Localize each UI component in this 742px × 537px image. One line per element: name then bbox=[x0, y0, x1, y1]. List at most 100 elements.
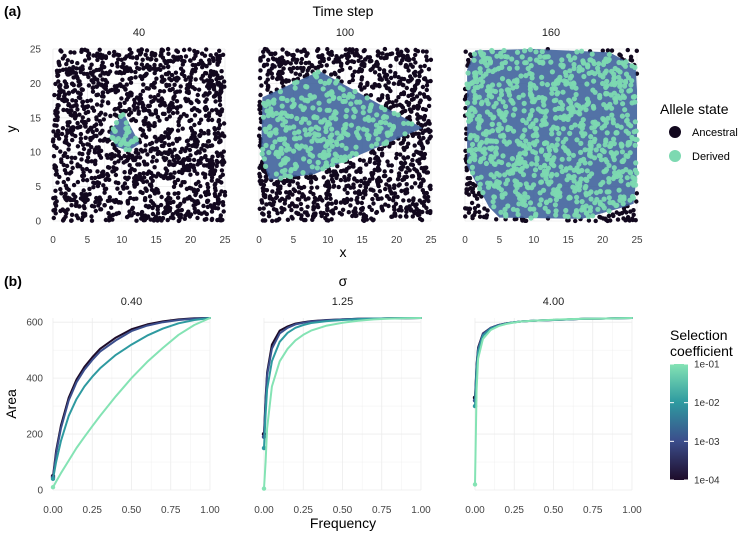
data-point-ancestral bbox=[421, 92, 427, 97]
data-point-ancestral bbox=[388, 63, 393, 69]
data-point-ancestral bbox=[127, 107, 132, 112]
data-point-derived bbox=[618, 178, 624, 184]
data-point-ancestral bbox=[466, 58, 471, 63]
data-point-ancestral bbox=[121, 108, 127, 114]
data-point-ancestral bbox=[64, 98, 70, 103]
data-point-ancestral bbox=[212, 93, 218, 98]
data-point-ancestral bbox=[139, 47, 144, 52]
data-point-derived bbox=[354, 99, 360, 105]
data-point-ancestral bbox=[469, 200, 475, 206]
data-point-ancestral bbox=[215, 178, 220, 183]
data-point-ancestral bbox=[184, 89, 190, 95]
data-point-derived bbox=[533, 126, 540, 132]
data-point-ancestral bbox=[97, 47, 102, 52]
series-start-point bbox=[472, 482, 478, 487]
data-point-ancestral bbox=[419, 141, 424, 146]
data-point-ancestral bbox=[214, 150, 220, 155]
data-point-derived bbox=[314, 165, 320, 171]
data-point-derived bbox=[409, 121, 415, 127]
data-point-ancestral bbox=[397, 102, 403, 108]
data-point-ancestral bbox=[92, 150, 98, 155]
data-point-ancestral bbox=[389, 191, 394, 196]
data-point-derived bbox=[324, 163, 330, 169]
data-point-ancestral bbox=[219, 109, 224, 114]
data-point-ancestral bbox=[94, 84, 100, 89]
data-point-derived bbox=[623, 59, 629, 65]
data-point-ancestral bbox=[415, 212, 421, 218]
data-point-derived bbox=[496, 121, 502, 127]
data-point-ancestral bbox=[287, 66, 293, 72]
data-point-ancestral bbox=[389, 169, 394, 174]
data-point-derived bbox=[545, 209, 551, 215]
data-point-ancestral bbox=[65, 177, 71, 182]
data-point-ancestral bbox=[178, 84, 183, 89]
data-point-derived bbox=[512, 189, 519, 195]
data-point-derived bbox=[559, 57, 565, 63]
y-tick-label: 600 bbox=[26, 318, 43, 329]
data-point-derived bbox=[294, 115, 300, 122]
data-point-derived bbox=[573, 91, 579, 98]
data-point-ancestral bbox=[143, 196, 148, 201]
data-point-derived bbox=[614, 202, 620, 208]
data-point-derived bbox=[601, 205, 607, 211]
data-point-derived bbox=[487, 145, 493, 151]
data-point-derived bbox=[583, 176, 589, 182]
data-point-ancestral bbox=[128, 80, 134, 85]
x-tick-label: 0.75 bbox=[161, 505, 181, 516]
data-point-ancestral bbox=[165, 208, 171, 214]
data-point-derived bbox=[519, 54, 525, 60]
data-point-ancestral bbox=[84, 178, 90, 183]
data-point-derived bbox=[514, 166, 520, 172]
line-panel-group: 0.400.00 0.25 0.50 0.75 1.0002004006001.250.… bbox=[3, 296, 642, 531]
data-point-derived bbox=[610, 154, 616, 160]
data-point-ancestral bbox=[407, 168, 412, 173]
data-point-derived bbox=[577, 111, 583, 117]
data-point-ancestral bbox=[105, 155, 110, 160]
data-point-derived bbox=[323, 128, 329, 135]
panel-a-strip-title: Time step bbox=[313, 3, 374, 19]
data-point-ancestral bbox=[95, 57, 100, 63]
data-point-ancestral bbox=[108, 152, 113, 157]
data-point-ancestral bbox=[324, 180, 329, 185]
data-point-ancestral bbox=[311, 214, 316, 220]
data-point-derived bbox=[345, 132, 351, 138]
data-point-derived bbox=[594, 190, 600, 196]
data-point-derived bbox=[544, 199, 550, 205]
data-point-ancestral bbox=[398, 166, 403, 171]
data-point-ancestral bbox=[394, 57, 399, 62]
data-point-derived bbox=[629, 100, 635, 106]
data-point-derived bbox=[266, 149, 272, 156]
data-point-ancestral bbox=[261, 54, 266, 59]
data-point-derived bbox=[618, 88, 625, 94]
data-point-ancestral bbox=[154, 76, 159, 81]
selection-legend-title: Selection coefficient bbox=[670, 327, 733, 359]
data-point-ancestral bbox=[62, 53, 67, 59]
data-point-ancestral bbox=[392, 207, 397, 212]
data-point-ancestral bbox=[404, 170, 409, 175]
data-point-ancestral bbox=[215, 62, 220, 67]
data-point-ancestral bbox=[163, 71, 169, 77]
data-point-derived bbox=[533, 161, 540, 167]
data-point-ancestral bbox=[392, 191, 398, 196]
data-point-ancestral bbox=[147, 103, 152, 109]
data-point-ancestral bbox=[309, 175, 314, 180]
data-point-derived bbox=[618, 141, 624, 147]
data-point-ancestral bbox=[59, 131, 65, 137]
data-point-derived bbox=[261, 156, 267, 162]
data-point-ancestral bbox=[179, 71, 185, 77]
data-point-ancestral bbox=[204, 211, 209, 217]
data-point-ancestral bbox=[151, 81, 157, 86]
data-point-derived bbox=[630, 193, 636, 200]
data-point-ancestral bbox=[394, 151, 399, 157]
data-point-derived bbox=[529, 99, 536, 105]
data-point-ancestral bbox=[70, 98, 75, 103]
data-point-ancestral bbox=[80, 151, 85, 157]
data-point-ancestral bbox=[416, 176, 422, 181]
data-point-ancestral bbox=[416, 134, 422, 140]
data-point-ancestral bbox=[174, 106, 180, 111]
data-point-derived bbox=[478, 59, 484, 65]
data-point-ancestral bbox=[305, 68, 310, 73]
data-point-derived bbox=[574, 49, 580, 55]
data-point-ancestral bbox=[417, 216, 423, 221]
